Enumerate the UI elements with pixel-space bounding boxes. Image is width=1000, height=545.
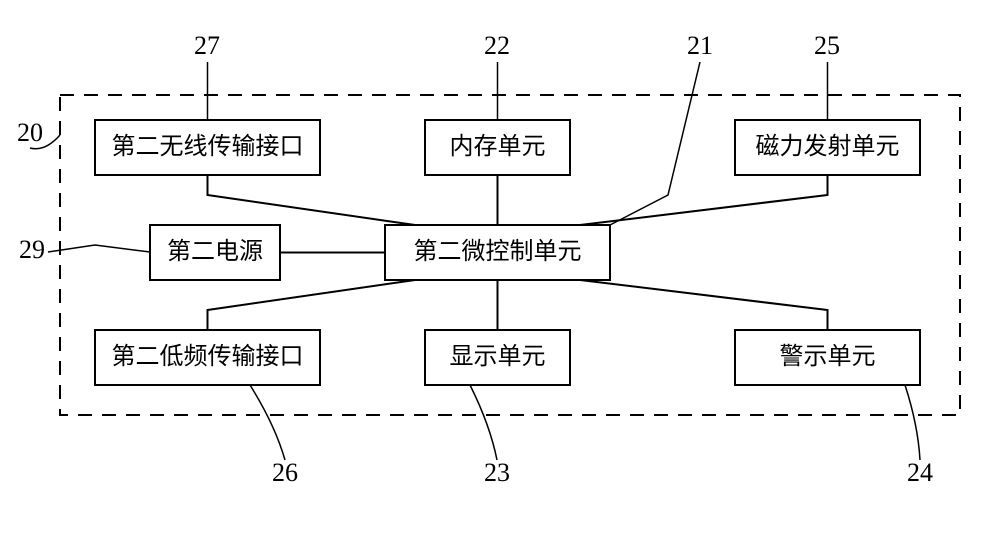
leader-n24: [905, 385, 920, 460]
ref-23: 23: [484, 458, 510, 487]
ref-22: 22: [484, 31, 510, 60]
connector-alarm: [580, 280, 828, 330]
node-label-lf: 第二低频传输接口: [112, 343, 304, 370]
leader-n26: [250, 385, 285, 460]
node-label-psu: 第二电源: [167, 238, 263, 265]
leader-n23: [470, 385, 497, 460]
leader-n21: [610, 62, 700, 225]
node-label-wifi: 第二无线传输接口: [112, 133, 304, 160]
connector-wifi: [208, 175, 416, 225]
ref-27: 27: [194, 31, 220, 60]
node-label-mcu: 第二微控制单元: [414, 238, 582, 265]
ref-20: 20: [17, 118, 43, 147]
node-label-alarm: 警示单元: [780, 343, 876, 370]
leader-n29: [48, 245, 150, 252]
ref-26: 26: [272, 458, 298, 487]
connector-mag: [580, 175, 828, 225]
connector-lf: [208, 280, 416, 330]
ref-29: 29: [19, 235, 45, 264]
ref-25: 25: [814, 31, 840, 60]
node-label-mag: 磁力发射单元: [756, 133, 900, 160]
diagram-canvas: 第二微控制单元 第二无线传输接口 内存单元 磁力发射单元第二电源第二低频传输接口 显示单…: [0, 0, 1000, 545]
node-label-mem: 内存单元: [450, 133, 546, 160]
ref-24: 24: [907, 458, 933, 487]
node-label-disp: 显示单元: [450, 343, 546, 370]
ref-21: 21: [687, 31, 713, 60]
